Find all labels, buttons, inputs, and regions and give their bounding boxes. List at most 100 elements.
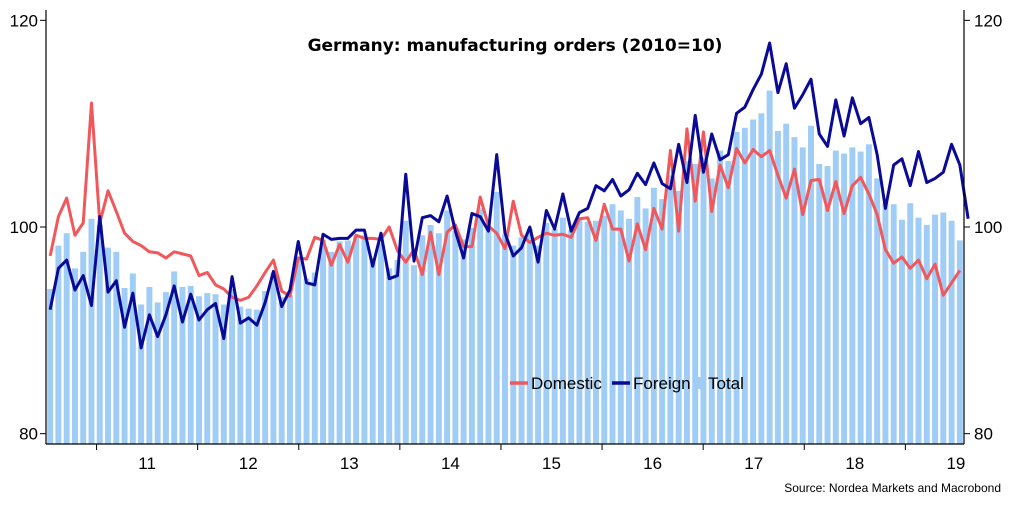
- total-bar: [485, 225, 492, 444]
- total-bar: [311, 272, 318, 444]
- y-ticks: 80 100 120 80 100 120: [10, 11, 1003, 443]
- total-bar: [774, 130, 781, 444]
- total-bar: [129, 273, 136, 444]
- total-bar: [874, 178, 881, 444]
- total-bar: [88, 218, 95, 444]
- total-bar: [196, 296, 202, 444]
- total-bar: [609, 204, 616, 444]
- total-bar: [626, 218, 633, 444]
- total-bar: [253, 309, 260, 444]
- total-bar: [55, 245, 62, 444]
- x-ticks: 11 12 13 14 15 16 17 18 19: [96, 444, 965, 473]
- total-bar: [303, 278, 310, 444]
- y-tick-label-right: 100: [974, 218, 1002, 237]
- x-tick-label: 12: [239, 454, 258, 473]
- legend-total-label: Total: [708, 374, 744, 393]
- total-bar: [758, 113, 765, 444]
- total-bar: [526, 229, 533, 444]
- total-bar: [634, 197, 641, 444]
- total-bar: [237, 306, 244, 444]
- legend: Domestic Foreign Total: [510, 374, 744, 393]
- total-bar: [63, 233, 70, 444]
- domestic-line: [48, 101, 962, 302]
- total-bar: [146, 286, 153, 444]
- total-bar: [287, 295, 293, 444]
- total-bar: [295, 256, 302, 444]
- total-bar: [278, 297, 285, 444]
- y-tick-label-right: 80: [974, 425, 993, 444]
- total-bar: [667, 175, 674, 444]
- x-tick-label: 15: [542, 454, 561, 473]
- total-bar: [791, 137, 798, 444]
- total-bar: [948, 220, 955, 444]
- total-bar: [154, 302, 161, 444]
- legend-foreign-label: Foreign: [633, 374, 691, 393]
- total-bar: [675, 190, 682, 444]
- total-bar: [80, 251, 87, 444]
- total-bar: [452, 231, 459, 444]
- total-bar: [584, 221, 591, 444]
- total-bar: [179, 286, 186, 444]
- total-bar: [857, 151, 864, 444]
- total-bar: [262, 291, 269, 444]
- total-bar: [96, 224, 103, 444]
- legend-total-swatch: [695, 377, 705, 389]
- y-tick-label-left: 80: [19, 425, 38, 444]
- total-bar: [940, 212, 947, 444]
- total-bar: [799, 147, 806, 444]
- total-bar: [377, 243, 384, 444]
- total-bar: [783, 123, 790, 445]
- total-bar: [890, 204, 897, 444]
- total-bar: [468, 228, 475, 444]
- total-bar: [477, 208, 484, 444]
- total-bar: [336, 241, 343, 444]
- x-tick-label: 13: [340, 454, 359, 473]
- total-bar: [808, 125, 814, 444]
- total-bar: [932, 214, 939, 444]
- total-bar: [535, 245, 542, 444]
- total-bar: [659, 199, 666, 444]
- total-bar: [502, 234, 508, 444]
- total-bar: [576, 218, 583, 444]
- total-bar: [700, 157, 707, 444]
- total-bar: [320, 239, 327, 444]
- legend-domestic-label: Domestic: [531, 374, 602, 393]
- total-bar: [47, 289, 54, 444]
- total-bar: [328, 251, 335, 444]
- total-bar: [899, 219, 905, 444]
- total-bar: [162, 292, 169, 444]
- total-bar: [725, 160, 732, 444]
- foreign-line: [48, 41, 970, 350]
- total-bar: [493, 191, 500, 444]
- total-bar: [593, 220, 599, 444]
- total-bar: [171, 271, 178, 444]
- total-bar: [568, 230, 575, 444]
- total-bar: [187, 285, 194, 444]
- total-bar: [105, 247, 111, 444]
- y-tick-label-left: 100: [10, 218, 38, 237]
- total-bar: [510, 245, 517, 444]
- total-bar: [386, 268, 393, 444]
- total-bar: [138, 304, 145, 444]
- total-bar: [212, 294, 219, 444]
- total-bar: [766, 90, 773, 444]
- total-bar: [907, 203, 914, 444]
- total-bar: [270, 272, 277, 444]
- total-bar: [849, 147, 856, 444]
- total-bar: [882, 203, 889, 444]
- source-note: Source: Nordea Markets and Macrobond: [784, 481, 1001, 495]
- total-bar: [733, 131, 740, 444]
- total-bar: [956, 240, 963, 444]
- total-bar: [518, 237, 525, 444]
- total-bar: [361, 235, 368, 444]
- x-tick-label: 16: [643, 454, 662, 473]
- total-bar: [551, 229, 558, 444]
- total-bar: [559, 217, 566, 444]
- total-bar: [411, 265, 417, 444]
- total-bar: [832, 150, 839, 444]
- total-bar: [824, 166, 831, 444]
- total-bars: [47, 90, 963, 445]
- total-bar: [435, 233, 442, 444]
- total-bar: [369, 258, 376, 444]
